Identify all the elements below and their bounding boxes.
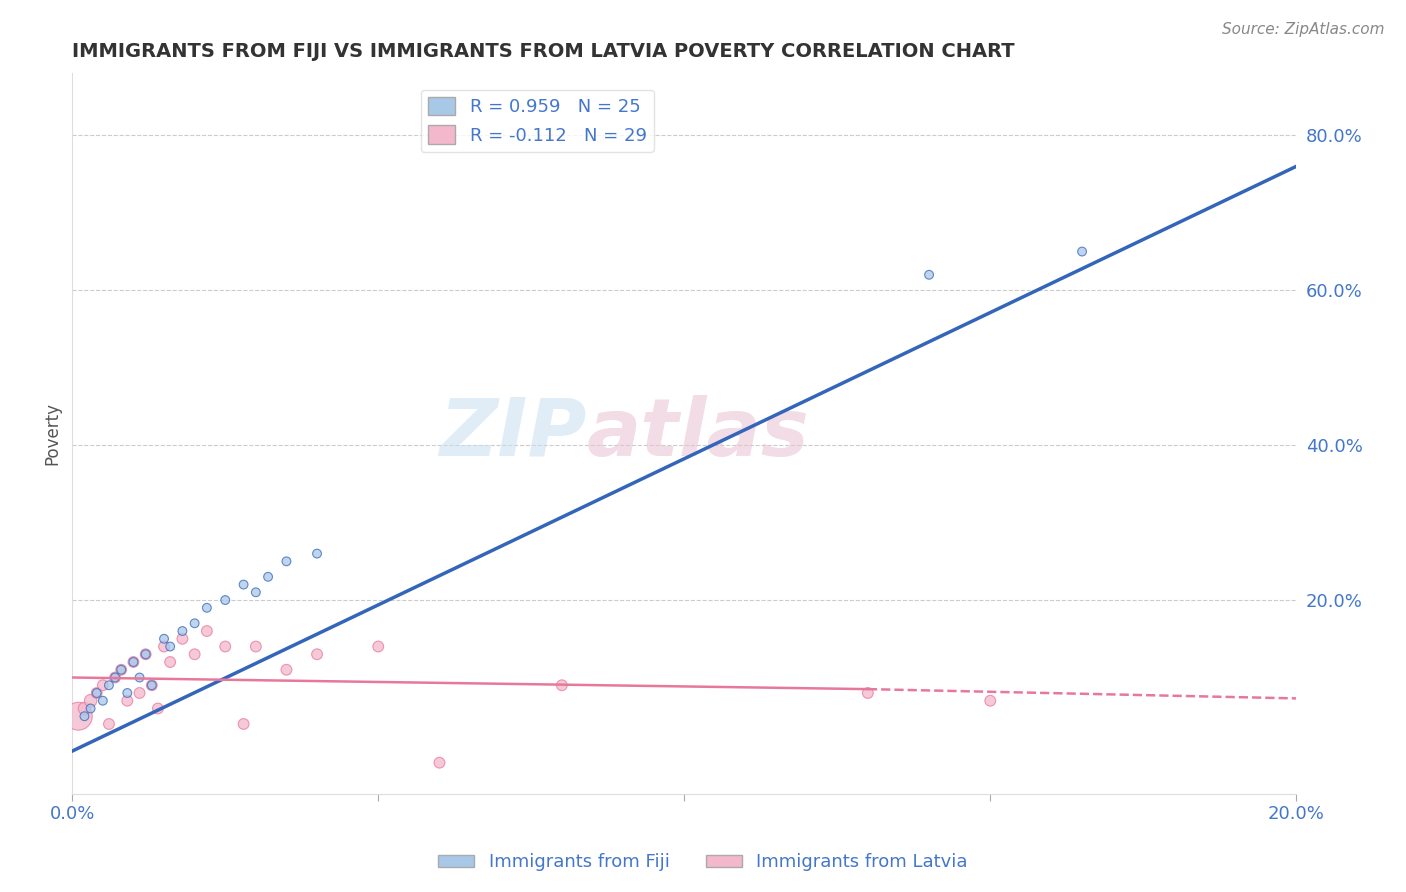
Point xyxy=(305,547,328,561)
Point xyxy=(86,686,108,700)
Point xyxy=(128,686,150,700)
Point xyxy=(429,756,451,770)
Point xyxy=(97,678,120,692)
Point xyxy=(195,600,218,615)
Point xyxy=(73,701,96,715)
Point xyxy=(245,585,267,599)
Point xyxy=(128,671,150,685)
Point xyxy=(276,663,298,677)
Legend: R = 0.959   N = 25, R = -0.112   N = 29: R = 0.959 N = 25, R = -0.112 N = 29 xyxy=(420,90,654,152)
Point xyxy=(79,701,101,715)
Point xyxy=(276,554,298,568)
Point xyxy=(91,694,114,708)
Point xyxy=(73,709,96,723)
Point xyxy=(183,647,205,661)
Point xyxy=(117,694,139,708)
Point xyxy=(146,701,169,715)
Text: atlas: atlas xyxy=(586,394,808,473)
Point xyxy=(183,616,205,631)
Text: ZIP: ZIP xyxy=(439,394,586,473)
Point xyxy=(367,640,389,654)
Point xyxy=(86,686,108,700)
Point xyxy=(97,717,120,731)
Point xyxy=(141,678,163,692)
Point xyxy=(232,577,254,591)
Point xyxy=(104,671,127,685)
Point xyxy=(257,570,280,584)
Point xyxy=(110,663,132,677)
Point xyxy=(159,655,181,669)
Text: IMMIGRANTS FROM FIJI VS IMMIGRANTS FROM LATVIA POVERTY CORRELATION CHART: IMMIGRANTS FROM FIJI VS IMMIGRANTS FROM … xyxy=(72,42,1015,61)
Point xyxy=(141,678,163,692)
Point xyxy=(856,686,879,700)
Point xyxy=(159,640,181,654)
Point xyxy=(172,624,194,638)
Point xyxy=(79,694,101,708)
Legend: Immigrants from Fiji, Immigrants from Latvia: Immigrants from Fiji, Immigrants from La… xyxy=(432,847,974,879)
Point xyxy=(67,709,90,723)
Point xyxy=(172,632,194,646)
Point xyxy=(979,694,1001,708)
Point xyxy=(214,593,236,607)
Point xyxy=(195,624,218,638)
Point xyxy=(104,671,127,685)
Point xyxy=(232,717,254,731)
Y-axis label: Poverty: Poverty xyxy=(44,402,60,465)
Point xyxy=(153,640,176,654)
Point xyxy=(918,268,941,282)
Point xyxy=(122,655,145,669)
Point xyxy=(1071,244,1094,259)
Point xyxy=(305,647,328,661)
Point xyxy=(91,678,114,692)
Text: Source: ZipAtlas.com: Source: ZipAtlas.com xyxy=(1222,22,1385,37)
Point xyxy=(110,663,132,677)
Point xyxy=(214,640,236,654)
Point xyxy=(135,647,157,661)
Point xyxy=(117,686,139,700)
Point xyxy=(122,655,145,669)
Point xyxy=(551,678,574,692)
Point xyxy=(245,640,267,654)
Point xyxy=(135,647,157,661)
Point xyxy=(153,632,176,646)
